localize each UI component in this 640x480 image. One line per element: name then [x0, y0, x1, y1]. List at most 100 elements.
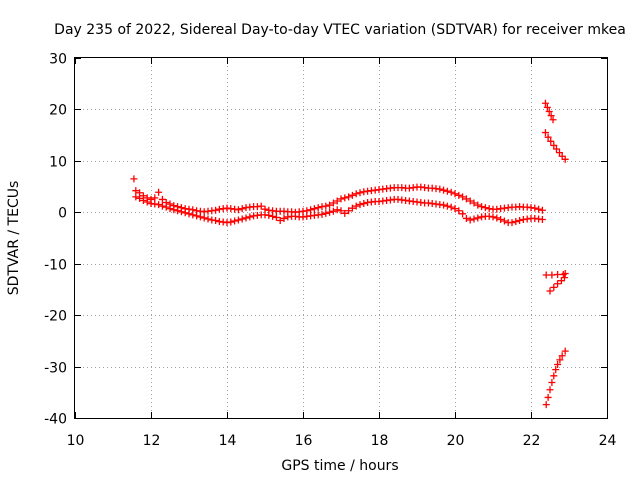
data-point: [352, 202, 360, 210]
data-point: [544, 393, 552, 401]
data-point: [447, 203, 455, 211]
data-point: [451, 190, 459, 198]
data-point: [561, 269, 569, 277]
data-point: [212, 217, 220, 225]
data-point: [174, 207, 182, 215]
series-segment-d: [546, 274, 568, 295]
x-tick-label: 22: [523, 433, 541, 449]
data-point: [459, 210, 467, 218]
data-point: [546, 386, 554, 394]
data-point: [443, 187, 451, 195]
data-point: [158, 202, 166, 210]
data-point: [508, 219, 516, 227]
series-segment-e: [542, 347, 569, 409]
data-point: [257, 202, 265, 210]
data-point: [276, 217, 284, 225]
x-tick-label: 18: [371, 433, 389, 449]
data-point: [470, 215, 478, 223]
data-point: [556, 149, 563, 157]
data-point: [337, 207, 345, 215]
data-point: [212, 206, 220, 214]
data-point: [139, 196, 147, 204]
data-points: [130, 99, 569, 409]
data-point: [345, 193, 353, 201]
y-tick-label: -40: [44, 412, 67, 428]
y-tick-label: 0: [58, 206, 67, 222]
data-point: [558, 152, 566, 160]
data-point: [455, 207, 463, 215]
data-point: [489, 213, 497, 221]
data-point: [326, 208, 334, 216]
data-point: [193, 212, 201, 220]
data-point: [166, 205, 174, 213]
data-point: [143, 198, 151, 206]
data-point: [547, 137, 555, 145]
chart-title: Day 235 of 2022, Sidereal Day-to-day VTE…: [54, 22, 626, 38]
data-point: [227, 218, 235, 226]
data-point: [466, 197, 474, 205]
data-point: [341, 194, 349, 202]
data-point: [474, 201, 482, 209]
data-point: [436, 185, 444, 193]
data-point: [352, 190, 360, 198]
data-point: [478, 203, 486, 211]
data-point: [440, 186, 448, 194]
data-point: [474, 214, 482, 222]
y-tick-label: -10: [44, 258, 67, 274]
data-point: [543, 103, 551, 111]
data-point: [333, 206, 341, 214]
data-point: [455, 191, 463, 199]
data-point: [189, 211, 197, 219]
data-point: [307, 206, 315, 214]
data-point: [246, 213, 254, 221]
data-point: [360, 200, 368, 208]
plot-frame: [74, 57, 608, 419]
x-tick-label: 14: [219, 433, 237, 449]
y-tick-label: 20: [49, 103, 67, 119]
data-point: [269, 212, 277, 220]
data-point: [440, 201, 448, 209]
data-point: [459, 193, 467, 201]
data-point: [443, 202, 451, 210]
data-point: [185, 210, 193, 218]
data-point: [447, 188, 455, 196]
data-point: [550, 283, 558, 291]
data-point: [462, 214, 470, 222]
x-tick-label: 24: [599, 433, 617, 449]
data-point: [356, 201, 364, 209]
data-point: [544, 133, 552, 141]
data-point: [547, 112, 555, 120]
data-point: [552, 145, 560, 153]
data-point: [234, 206, 242, 214]
data-point: [136, 194, 144, 202]
data-point: [200, 214, 208, 222]
data-point: [481, 204, 489, 212]
x-tick-label: 20: [447, 433, 465, 449]
grid: [75, 58, 607, 418]
data-point: [550, 141, 558, 149]
y-tick-label: -30: [44, 361, 67, 377]
data-point: [238, 205, 246, 213]
data-point: [234, 216, 242, 224]
data-point: [170, 206, 178, 214]
data-point: [531, 204, 539, 212]
data-point: [155, 201, 163, 209]
x-axis-title: GPS time / hours: [281, 458, 398, 474]
data-point: [322, 202, 330, 210]
x-tick-label: 12: [143, 433, 161, 449]
axis-ticks: 10 12 14 16 18 20 22 24 -40 -30 -20 -10 0 10 20 30: [44, 52, 616, 450]
data-point: [177, 208, 185, 216]
data-point: [333, 197, 341, 205]
data-point: [272, 213, 280, 221]
data-point: [341, 209, 349, 217]
data-point: [348, 191, 356, 199]
data-point: [542, 401, 550, 409]
data-point: [314, 204, 322, 212]
data-point: [231, 217, 239, 225]
data-point: [554, 361, 562, 369]
data-point: [326, 201, 334, 209]
data-point: [356, 189, 364, 197]
data-point: [500, 217, 508, 225]
data-point: [451, 205, 459, 213]
